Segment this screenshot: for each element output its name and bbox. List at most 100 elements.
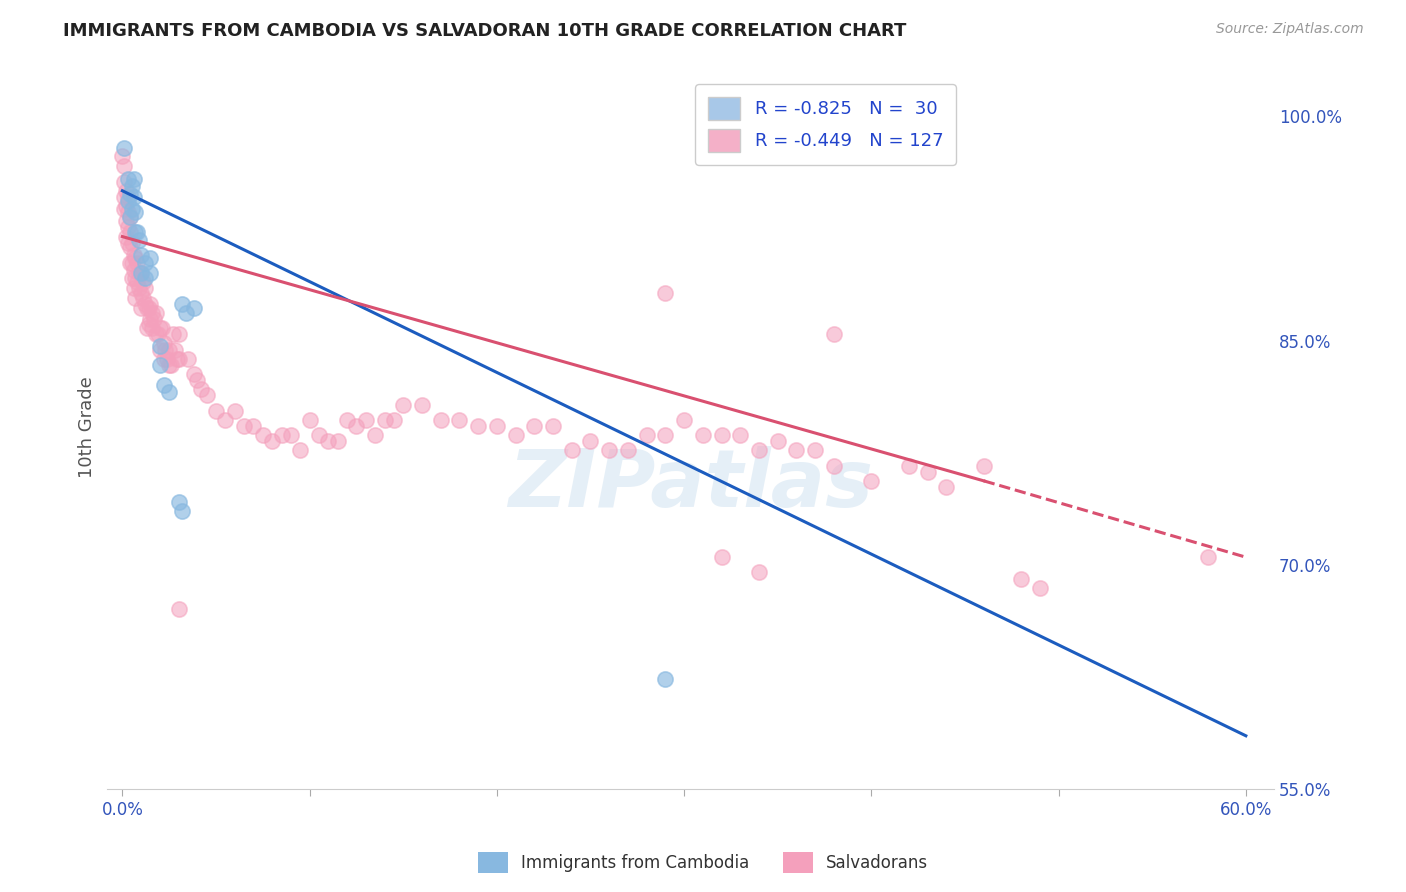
Point: [121, 202, 143, 216]
Point: [127, 255, 149, 269]
Point: [138, 301, 160, 316]
Point: [128, 233, 150, 247]
Point: [129, 266, 152, 280]
Point: [183, 367, 205, 381]
Point: [598, 443, 620, 458]
Point: [124, 291, 146, 305]
Point: [636, 428, 658, 442]
Point: [118, 255, 141, 269]
Point: [523, 418, 546, 433]
Point: [150, 321, 173, 335]
Point: [326, 434, 349, 449]
Point: [135, 301, 157, 316]
Point: [117, 235, 139, 250]
Point: [122, 248, 145, 262]
Point: [167, 327, 190, 342]
Point: [654, 428, 676, 442]
Point: [411, 397, 433, 411]
Point: [1029, 581, 1052, 595]
Point: [139, 251, 162, 265]
Point: [505, 428, 527, 442]
Point: [308, 428, 330, 442]
Point: [205, 403, 228, 417]
Point: [382, 413, 405, 427]
Point: [252, 428, 274, 442]
Point: [157, 385, 180, 400]
Point: [122, 171, 145, 186]
Y-axis label: 10th Grade: 10th Grade: [79, 376, 96, 477]
Point: [373, 413, 395, 427]
Point: [129, 248, 152, 262]
Point: [354, 413, 377, 427]
Point: [214, 413, 236, 427]
Point: [673, 413, 696, 427]
Point: [163, 343, 186, 357]
Legend: R = -0.825   N =  30, R = -0.449   N = 127: R = -0.825 N = 30, R = -0.449 N = 127: [695, 84, 956, 165]
Point: [115, 184, 138, 198]
Point: [134, 270, 156, 285]
Point: [156, 351, 179, 366]
Point: [541, 418, 564, 433]
Point: [429, 413, 451, 427]
Point: [897, 458, 920, 473]
Point: [1197, 550, 1219, 565]
Point: [149, 358, 172, 372]
Point: [138, 317, 160, 331]
Point: [917, 465, 939, 479]
Point: [141, 306, 163, 320]
Point: [730, 428, 752, 442]
Point: [115, 214, 138, 228]
Point: [124, 270, 146, 285]
Point: [117, 220, 139, 235]
Point: [174, 306, 197, 320]
Point: [145, 306, 167, 320]
Point: [135, 321, 157, 335]
Point: [134, 297, 156, 311]
Point: [242, 418, 264, 433]
Point: [129, 266, 152, 280]
Point: [112, 190, 135, 204]
Point: [139, 297, 162, 311]
Point: [128, 281, 150, 295]
Point: [124, 225, 146, 239]
Point: [364, 428, 387, 442]
Point: [318, 434, 340, 449]
Point: [710, 550, 733, 565]
Point: [128, 266, 150, 280]
Point: [804, 443, 827, 458]
Point: [485, 418, 508, 433]
Point: [935, 480, 957, 494]
Point: [167, 602, 190, 616]
Point: [149, 321, 172, 335]
Point: [579, 434, 602, 449]
Point: [118, 210, 141, 224]
Point: [748, 443, 770, 458]
Point: [121, 270, 143, 285]
Point: [183, 301, 205, 316]
Point: [270, 428, 292, 442]
Point: [654, 673, 676, 687]
Point: [146, 327, 169, 342]
Point: [122, 190, 145, 204]
Point: [117, 190, 139, 204]
Point: [177, 351, 200, 366]
Point: [290, 443, 312, 458]
Point: [166, 351, 188, 366]
Point: [973, 458, 995, 473]
Point: [127, 225, 149, 239]
Point: [160, 358, 183, 372]
Point: [117, 194, 139, 209]
Point: [785, 443, 807, 458]
Point: [224, 403, 246, 417]
Point: [112, 141, 135, 155]
Point: [129, 301, 152, 316]
Legend: Immigrants from Cambodia, Salvadorans: Immigrants from Cambodia, Salvadorans: [471, 846, 935, 880]
Point: [115, 229, 138, 244]
Point: [692, 428, 714, 442]
Point: [122, 263, 145, 277]
Point: [152, 336, 174, 351]
Point: [143, 312, 166, 326]
Point: [139, 266, 162, 280]
Point: [121, 255, 143, 269]
Point: [121, 179, 143, 194]
